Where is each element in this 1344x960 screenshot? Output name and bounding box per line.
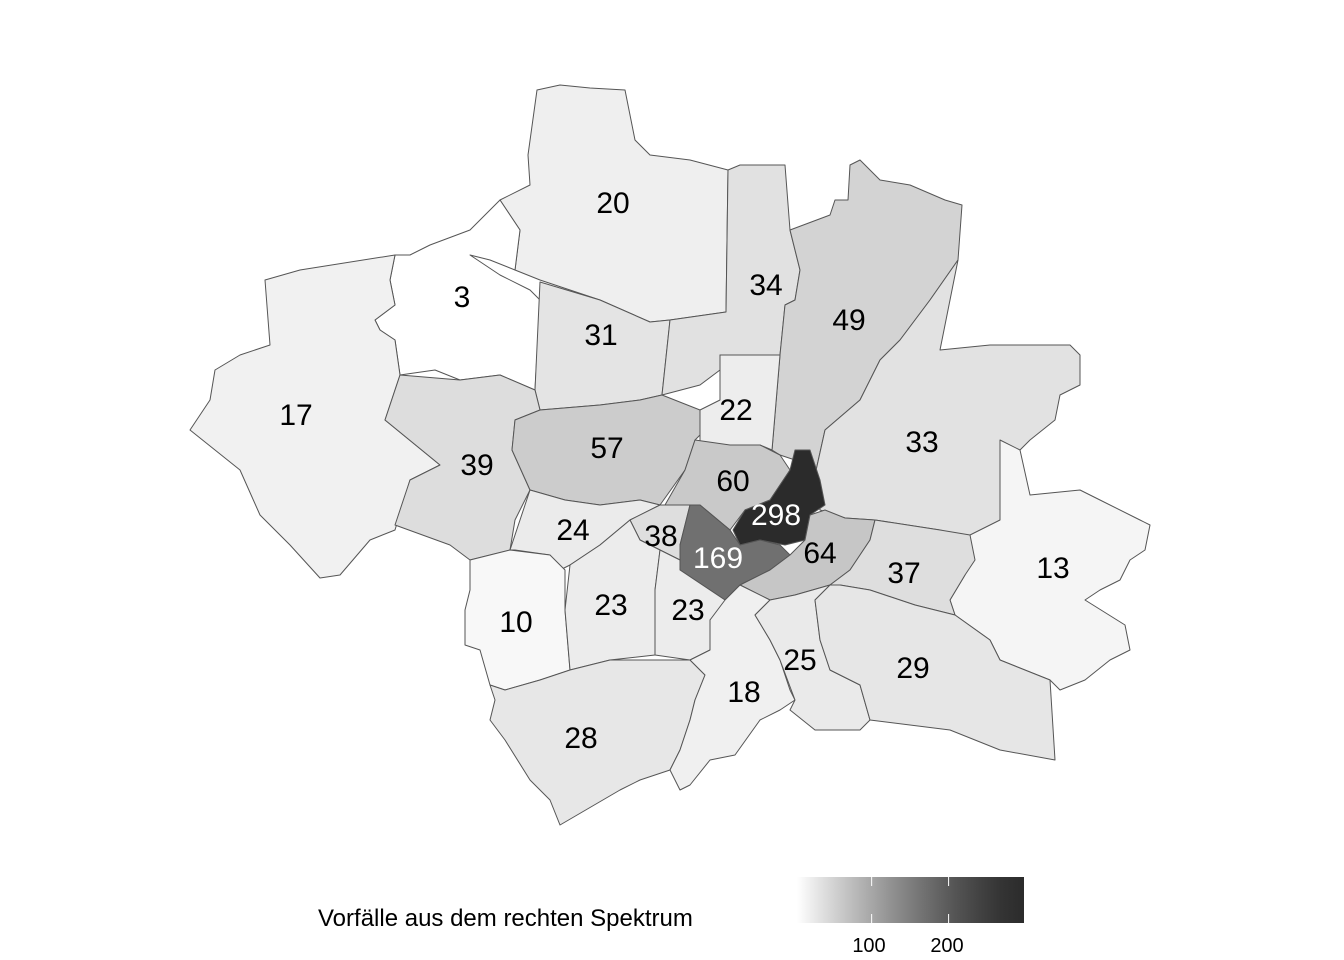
legend-colorbar (797, 877, 1024, 923)
district-label: 60 (716, 465, 749, 498)
district-label: 298 (751, 499, 801, 532)
district-label: 10 (499, 606, 532, 639)
district-label: 37 (887, 557, 920, 590)
district-label: 13 (1036, 552, 1069, 585)
district-label: 64 (803, 537, 836, 570)
district-label: 22 (719, 394, 752, 427)
district-label: 49 (832, 304, 865, 337)
district-label: 38 (644, 520, 677, 553)
district-label: 169 (693, 542, 743, 575)
district-label: 28 (564, 722, 597, 755)
district-label: 17 (279, 399, 312, 432)
district-label: 3 (454, 281, 471, 314)
district-area (814, 584, 1056, 761)
district-label: 25 (783, 644, 816, 677)
legend-title: Vorfälle aus dem rechten Spektrum (318, 905, 693, 932)
district-label: 39 (460, 449, 493, 482)
legend-tick-100: 100 (852, 935, 886, 957)
legend-tick-200: 200 (930, 935, 964, 957)
district-area (732, 449, 826, 546)
district-label: 24 (556, 514, 589, 547)
district-label: 23 (594, 589, 627, 622)
district-area (499, 84, 729, 323)
district-label: 20 (596, 187, 629, 220)
district-label: 23 (671, 594, 704, 627)
district-label: 29 (896, 652, 929, 685)
district-label: 31 (584, 319, 617, 352)
district-label: 33 (905, 426, 938, 459)
district-area (384, 374, 541, 561)
district-label: 18 (727, 676, 760, 709)
district-label: 57 (590, 432, 623, 465)
district-area (189, 254, 441, 579)
district-label: 34 (749, 269, 782, 302)
